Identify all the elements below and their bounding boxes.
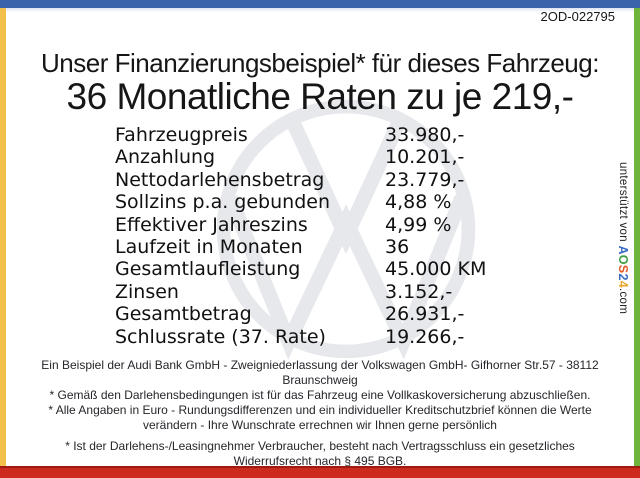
finance-row-label: Zinsen <box>115 280 179 303</box>
brand-letter: 4 <box>616 280 630 288</box>
finance-row: Effektiver Jahreszins 4,99 % <box>115 214 486 236</box>
footer-disclaimer: Ein Beispiel der Audi Bank GmbH - Zweign… <box>40 358 600 469</box>
vw-logo-watermark-icon <box>216 99 476 360</box>
right-border-stripe <box>634 8 640 466</box>
document-number: 2OD-022795 <box>540 9 615 24</box>
finance-row-value: 23.779,- <box>385 168 465 191</box>
finance-row: Fahrzeugpreis 33.980,- <box>115 124 486 146</box>
finance-row-value: 36 <box>385 236 410 259</box>
finance-row-label: Fahrzeugpreis <box>115 124 248 146</box>
finance-row-value: 10.201,- <box>385 146 465 169</box>
finance-row: Sollzins p.a. gebunden 4,88 % <box>115 191 486 213</box>
finance-row: Schlussrate (37. Rate) 19.266,- <box>115 326 486 348</box>
finance-row: Anzahlung 10.201,- <box>115 146 486 168</box>
brand-letter: S <box>616 264 630 274</box>
aos24-brand: AOS24 <box>616 245 630 288</box>
brand-letter: O <box>616 254 630 265</box>
finance-row-value: 3.152,- <box>385 280 453 303</box>
support-credit: unterstützt von AOS24.com <box>616 162 630 357</box>
bottom-border-bar <box>0 466 640 478</box>
finance-row-value: 33.980,- <box>385 124 465 146</box>
page-title: Unser Finanzierungsbeispiel* für dieses … <box>41 48 599 78</box>
finance-row-label: Anzahlung <box>115 146 216 169</box>
disclaimer-paragraph: * Ist der Darlehens-/Leasingnehmer Verbr… <box>65 439 575 468</box>
finance-row: Zinsen 3.152,- <box>115 281 486 303</box>
finance-row-value: 4,99 % <box>385 213 452 236</box>
rate-subtitle: 36 Monatliche Raten zu je 219,- <box>66 76 574 117</box>
finance-row-label: Gesamtbetrag <box>115 303 252 326</box>
support-suffix: .com <box>617 287 629 315</box>
left-border-stripe <box>0 8 6 466</box>
brand-letter: 2 <box>616 273 630 281</box>
disclaimer-paragraph: * Gemäß den Darlehensbedingungen ist für… <box>49 388 591 402</box>
finance-row-label: Schlussrate (37. Rate) <box>115 325 326 348</box>
finance-row-label: Effektiver Jahreszins <box>115 213 308 236</box>
support-prefix: unterstützt von <box>617 162 629 246</box>
finance-row-label: Laufzeit in Monaten <box>115 236 303 259</box>
brand-letter: A <box>616 245 630 255</box>
finance-row-label: Gesamtlaufleistung <box>115 258 301 281</box>
finance-row-value: 19.266,- <box>385 325 465 348</box>
finance-row: Gesamtlaufleistung 45.000 KM <box>115 258 486 280</box>
finance-table: Fahrzeugpreis 33.980,- Anzahlung 10.201,- Ne… <box>115 124 486 348</box>
top-border-bar <box>0 0 640 8</box>
finance-row: Gesamtbetrag 26.931,- <box>115 303 486 325</box>
finance-row-label: Nettodarlehensbetrag <box>115 168 325 191</box>
finance-row: Nettodarlehensbetrag 23.779,- <box>115 169 486 191</box>
finance-row-value: 45.000 KM <box>385 258 487 281</box>
disclaimer-paragraph: Ein Beispiel der Audi Bank GmbH - Zweign… <box>41 358 599 387</box>
finance-row-value: 26.931,- <box>385 303 465 326</box>
finance-row: Laufzeit in Monaten 36 <box>115 236 486 258</box>
disclaimer-paragraph: * Alle Angaben in Euro - Rundungsdiffere… <box>48 403 592 432</box>
finance-row-value: 4,88 % <box>385 191 452 214</box>
finance-row-label: Sollzins p.a. gebunden <box>115 191 330 214</box>
